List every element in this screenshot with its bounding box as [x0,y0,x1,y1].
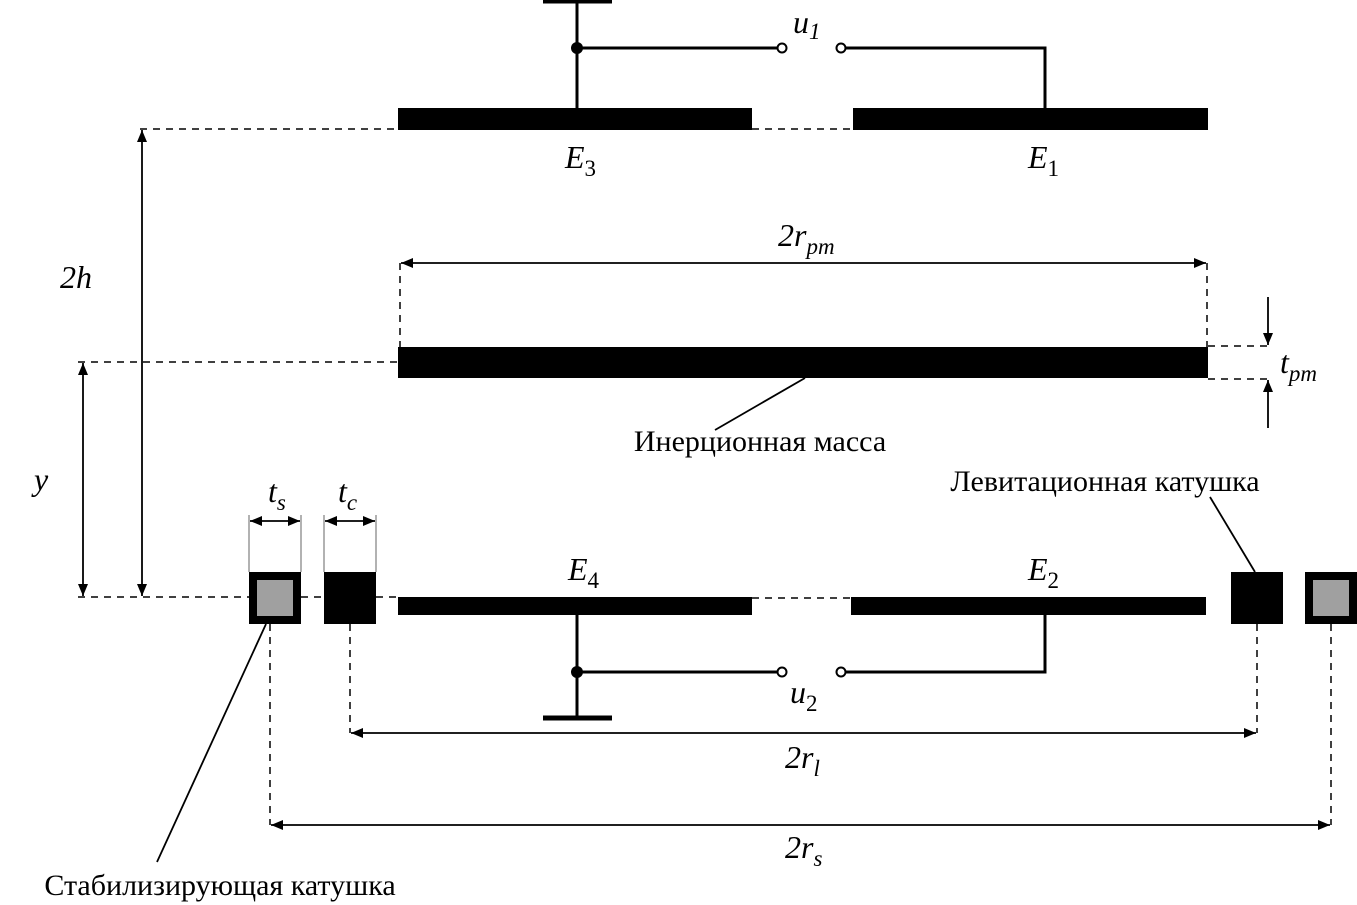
top-circuit [543,0,1047,108]
label-e2: E2 [1027,551,1059,593]
stabilizing-coil-left [249,572,301,624]
label-u2: u2 [790,674,818,716]
label-2h: 2h [60,259,92,295]
label-2rs: 2rs [785,829,822,871]
label-y: y [31,461,49,497]
label-ts: ts [268,473,286,515]
levitation-coil-left [324,572,376,624]
electrode-e2 [851,597,1206,615]
label-e4: E4 [567,551,600,593]
levitation-coil-right [1231,572,1283,624]
label-2rpm: 2rpm [778,217,835,259]
proof-mass-leader [714,377,806,431]
label-e1: E1 [1027,139,1059,181]
bottom-circuit [543,615,1047,721]
label-u1: u1 [793,4,821,44]
levitation-coil-leader [1209,496,1256,573]
label-tpm: tpm [1280,344,1317,386]
label-2rl: 2rl [785,739,820,781]
ts-dimension [248,515,377,572]
stabilizing-coil-leader [156,623,267,863]
proof-mass [398,347,1208,378]
electrode-e4 [398,597,752,615]
label-levitation-coil: Левитационная катушка [950,465,1259,498]
label-e3: E3 [564,139,596,181]
label-stabilizing-coil: Стабилизирующая катушка [44,869,395,902]
label-proof-mass: Инерционная масса [634,425,886,458]
electrode-e1 [853,108,1208,130]
stabilizing-coil-right [1305,572,1357,624]
label-tc: tc [338,473,357,515]
electrode-e3 [398,108,752,130]
